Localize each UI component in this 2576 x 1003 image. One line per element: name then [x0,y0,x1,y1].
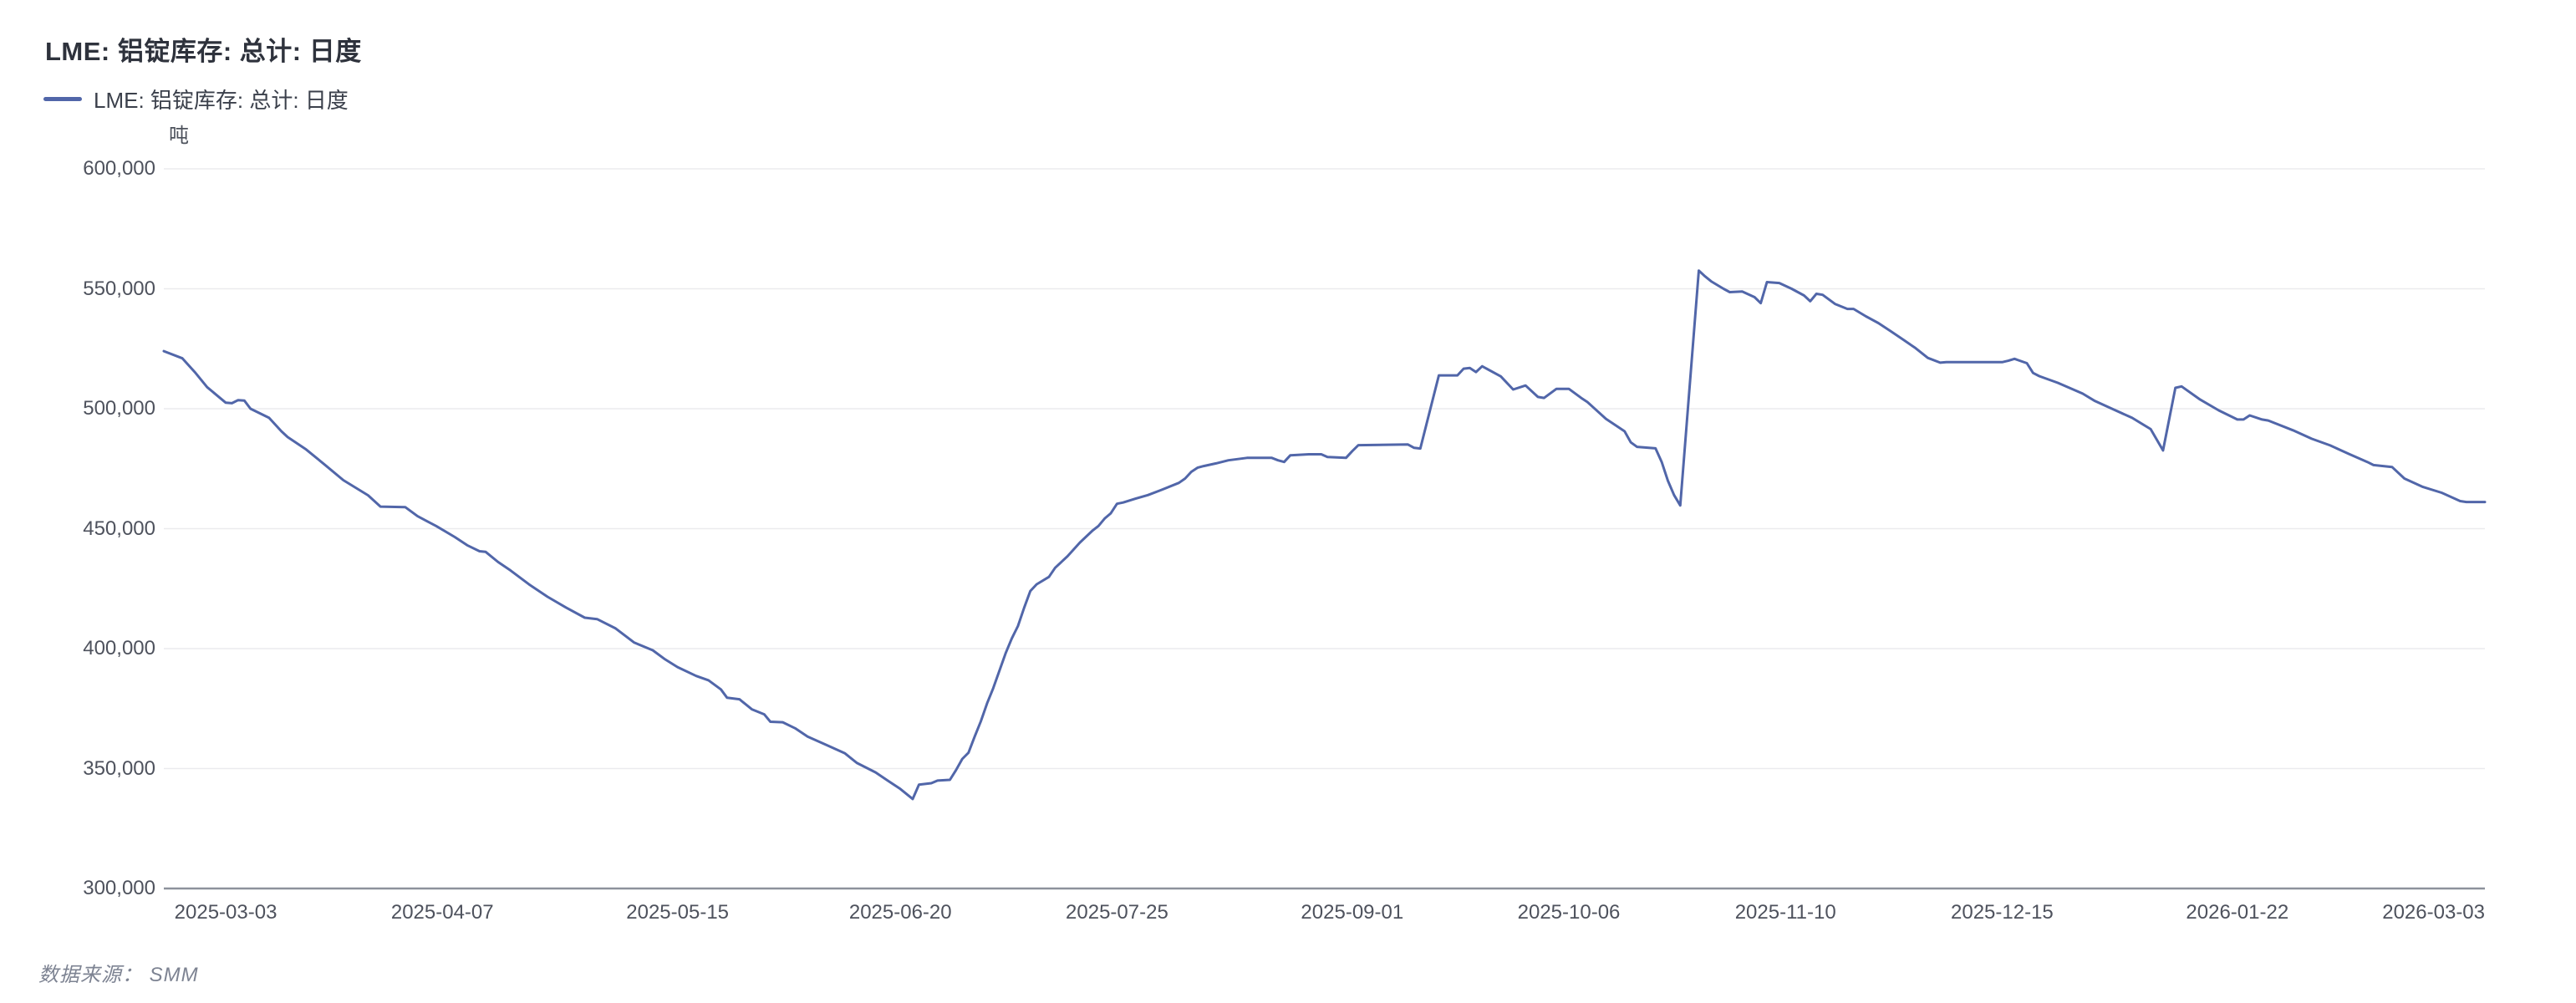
x-axis-label: 2025-10-06 [1517,901,1621,924]
y-axis-label: 300,000 [83,877,155,899]
source-note: 数据来源： SMM [38,964,199,986]
x-axis-label: 2025-04-07 [390,901,494,924]
y-axis-unit-label: 吨 [169,125,189,147]
x-axis-label: 2026-01-22 [2186,901,2289,924]
y-axis-label: 600,000 [83,157,155,180]
x-axis-label: 2025-06-20 [848,901,952,924]
legend-item[interactable]: LME: 铝锭库存: 总计: 日度 [43,84,349,115]
legend: LME: 铝锭库存: 总计: 日度 [43,84,349,115]
x-axis-label: 2025-09-01 [1301,901,1404,924]
y-axis-label: 450,000 [83,517,155,540]
x-axis-label: 2025-05-15 [626,901,730,924]
x-axis-label: 2025-11-10 [1734,901,1836,924]
x-axis-label: 2025-03-03 [174,901,277,924]
y-axis-label: 400,000 [83,637,155,659]
legend-label: LME: 铝锭库存: 总计: 日度 [94,88,349,113]
y-axis-label: 350,000 [83,756,155,780]
legend-line-icon [43,97,82,101]
x-axis-label: 2025-12-15 [1950,901,2054,924]
y-axis-label: 550,000 [83,277,155,300]
page-title: LME: 铝锭库存: 总计: 日度 [45,37,362,66]
series-line [162,269,2487,801]
y-axis-label: 500,000 [83,397,155,420]
x-axis-label: 2026-03-03 [2382,901,2485,924]
x-axis-label: 2025-07-25 [1066,901,1168,924]
